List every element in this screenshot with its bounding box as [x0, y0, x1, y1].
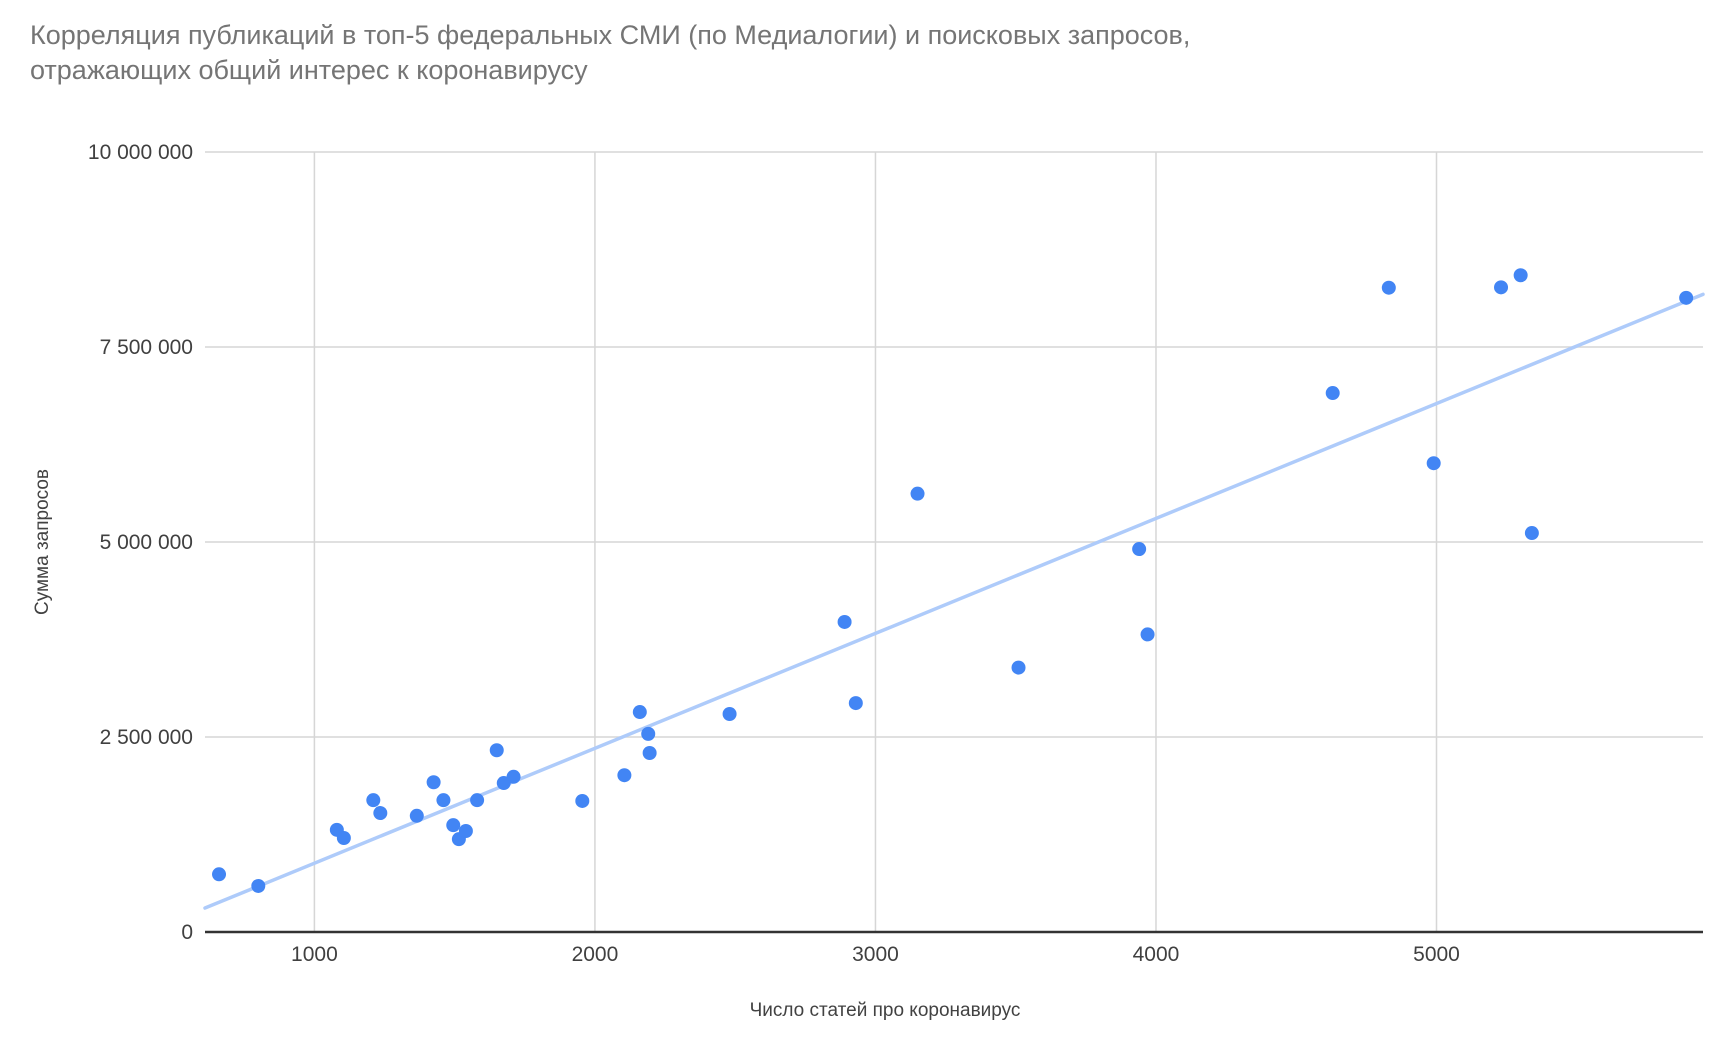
data-point[interactable] [366, 793, 381, 808]
data-point[interactable] [1524, 526, 1539, 541]
data-point[interactable] [1426, 456, 1441, 471]
data-point[interactable] [722, 706, 737, 721]
chart-title-line1: Корреляция публикаций в топ-5 федеральны… [30, 20, 1191, 50]
y-tick-label: 0 [181, 921, 193, 944]
data-point[interactable] [446, 818, 461, 833]
data-point[interactable] [1679, 290, 1694, 305]
data-point[interactable] [458, 823, 473, 838]
data-point[interactable] [837, 614, 852, 629]
data-point[interactable] [506, 769, 521, 784]
data-point[interactable] [409, 808, 424, 823]
data-point[interactable] [251, 878, 266, 893]
data-point[interactable] [212, 867, 227, 882]
data-point[interactable] [1513, 268, 1528, 283]
x-tick-label: 3000 [852, 943, 899, 966]
data-point[interactable] [436, 793, 451, 808]
data-point[interactable] [336, 831, 351, 846]
data-point[interactable] [632, 705, 647, 720]
y-tick-label: 7 500 000 [100, 336, 193, 359]
data-point[interactable] [1381, 280, 1396, 295]
x-tick-label: 2000 [572, 943, 619, 966]
data-point[interactable] [373, 806, 388, 821]
data-point[interactable] [470, 793, 485, 808]
data-point[interactable] [1140, 627, 1155, 642]
data-point[interactable] [1325, 386, 1340, 401]
data-point[interactable] [1132, 542, 1147, 557]
data-point[interactable] [426, 775, 441, 790]
data-point[interactable] [848, 696, 863, 711]
data-point[interactable] [1494, 280, 1509, 295]
data-point[interactable] [617, 768, 632, 783]
data-point[interactable] [910, 486, 925, 501]
data-point[interactable] [1011, 660, 1026, 675]
chart-title-line2: отражающих общий интерес к коронавирусу [30, 55, 588, 85]
x-tick-label: 1000 [291, 943, 338, 966]
y-tick-label: 5 000 000 [100, 531, 193, 554]
y-tick-label: 2 500 000 [100, 726, 193, 749]
data-point[interactable] [489, 743, 504, 758]
data-point[interactable] [575, 793, 590, 808]
x-tick-label: 4000 [1133, 943, 1180, 966]
x-axis-title: Число статей про коронавирус [749, 1000, 1021, 1021]
data-point[interactable] [642, 745, 657, 760]
data-point[interactable] [641, 726, 656, 741]
x-tick-label: 5000 [1413, 943, 1460, 966]
trendline [203, 292, 1705, 910]
chart-title: Корреляция публикаций в топ-5 федеральны… [30, 18, 1190, 88]
y-tick-label: 10 000 000 [88, 141, 193, 164]
